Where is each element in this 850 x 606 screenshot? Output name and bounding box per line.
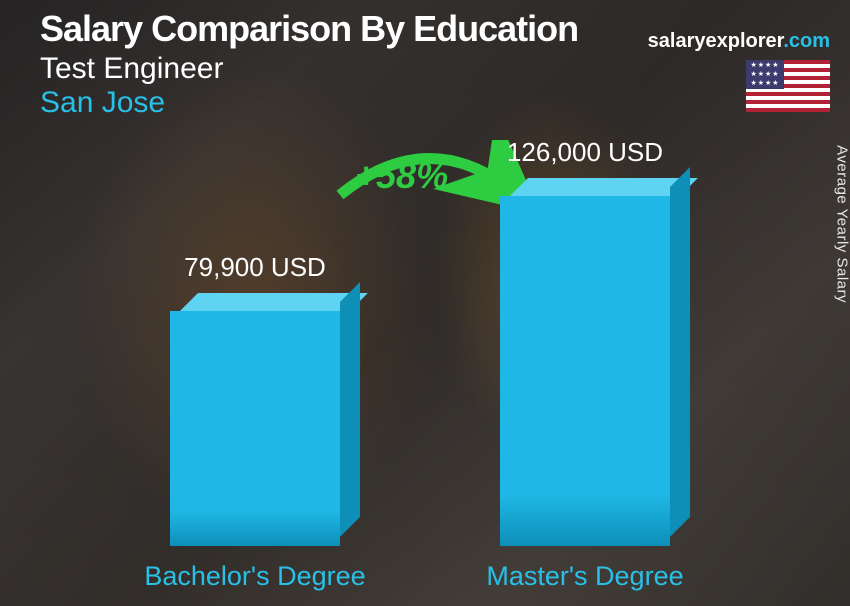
brand-domain: .com <box>783 30 830 52</box>
chart-area: +58% 79,900 USDBachelor's Degree126,000 … <box>0 156 850 606</box>
us-flag-icon <box>746 60 830 112</box>
brand-logo: salaryexplorer.com <box>648 30 830 53</box>
bar-bachelor-label: Bachelor's Degree <box>105 561 405 592</box>
bar-master <box>500 196 670 546</box>
bar-bachelor-side <box>340 282 360 537</box>
bar-master-front <box>500 196 670 546</box>
percent-increase-badge: +58% <box>355 155 448 197</box>
location: San Jose <box>40 86 830 120</box>
bar-master-side <box>670 167 690 537</box>
bar-master-label: Master's Degree <box>435 561 735 592</box>
bar-bachelor <box>170 311 340 546</box>
bar-bachelor-front <box>170 311 340 546</box>
brand-name: salaryexplorer <box>648 30 784 52</box>
bar-master-value: 126,000 USD <box>455 137 715 168</box>
job-title: Test Engineer <box>40 52 830 86</box>
header: Salary Comparison By Education Test Engi… <box>40 8 830 120</box>
bar-bachelor-value: 79,900 USD <box>125 252 385 283</box>
